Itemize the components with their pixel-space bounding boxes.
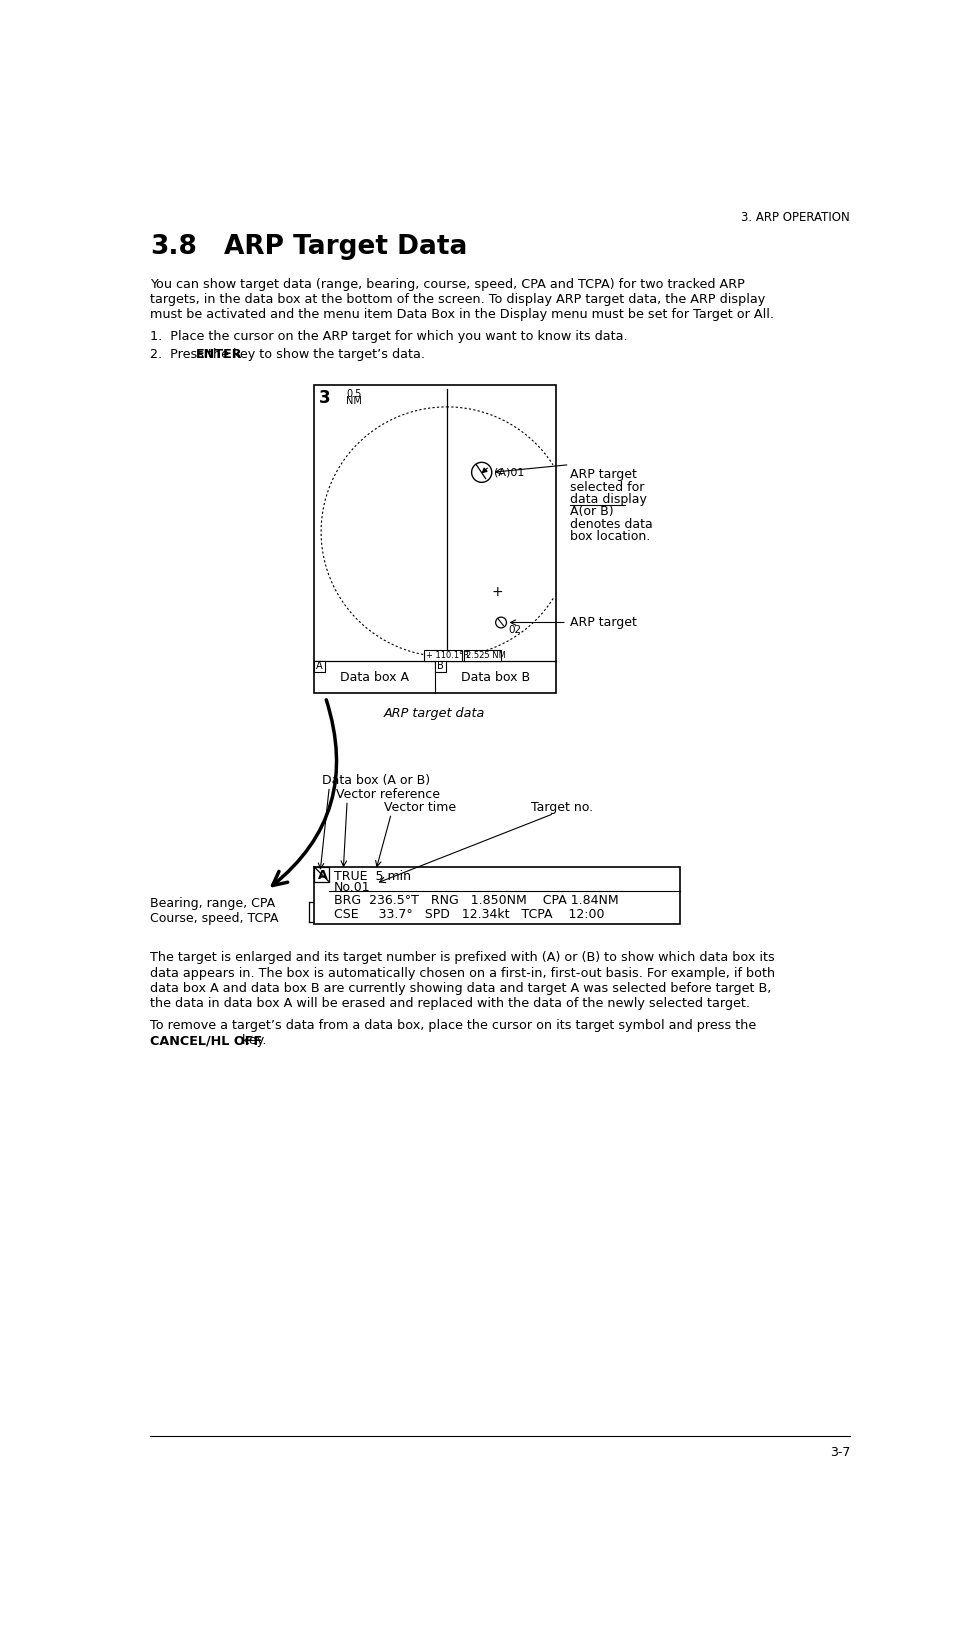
Text: To remove a target’s data from a data box, place the cursor on its target symbol: To remove a target’s data from a data bo… <box>150 1019 757 1033</box>
Text: denotes data: denotes data <box>569 518 652 531</box>
Text: 3. ARP OPERATION: 3. ARP OPERATION <box>741 210 850 223</box>
Text: A(or B): A(or B) <box>569 505 613 518</box>
Text: ARP Target Data: ARP Target Data <box>224 234 467 259</box>
Text: Target no.: Target no. <box>531 801 593 815</box>
Bar <box>314 385 556 693</box>
Text: selected for: selected for <box>569 480 644 493</box>
Text: CSE     33.7°   SPD   12.34kt   TCPA    12:00: CSE 33.7° SPD 12.34kt TCPA 12:00 <box>334 908 604 921</box>
Text: 2.525 NM: 2.525 NM <box>466 651 506 661</box>
Bar <box>314 867 679 924</box>
Text: ENTER: ENTER <box>196 349 242 361</box>
Text: Data box A: Data box A <box>340 670 409 683</box>
Text: Course, speed, TCPA: Course, speed, TCPA <box>150 911 279 924</box>
Text: data appears in. The box is automatically chosen on a first-in, first-out basis.: data appears in. The box is automaticall… <box>150 967 775 980</box>
Text: B: B <box>437 662 444 672</box>
Text: ARP target data: ARP target data <box>384 706 486 720</box>
Text: Vector time: Vector time <box>383 801 455 815</box>
Bar <box>435 661 446 672</box>
Text: targets, in the data box at the bottom of the screen. To display ARP target data: targets, in the data box at the bottom o… <box>150 293 766 306</box>
Text: data display: data display <box>569 493 646 506</box>
Text: 3-7: 3-7 <box>830 1446 850 1459</box>
Bar <box>423 651 462 661</box>
Text: The target is enlarged and its target number is prefixed with (A) or (B) to show: The target is enlarged and its target nu… <box>150 951 775 964</box>
Text: key.: key. <box>237 1034 267 1047</box>
Text: data box A and data box B are currently showing data and target A was selected b: data box A and data box B are currently … <box>150 982 772 995</box>
Text: must be activated and the menu item Data Box in the Display menu must be set for: must be activated and the menu item Data… <box>150 308 775 321</box>
Text: You can show target data (range, bearing, course, speed, CPA and TCPA) for two t: You can show target data (range, bearing… <box>150 277 745 290</box>
Bar <box>314 661 325 672</box>
Bar <box>464 651 501 661</box>
Bar <box>314 867 329 882</box>
Text: A: A <box>316 662 323 672</box>
Text: NM: NM <box>346 397 362 406</box>
Text: 02: 02 <box>508 624 522 634</box>
Text: CANCEL/HL OFF: CANCEL/HL OFF <box>150 1034 263 1047</box>
Text: + 110.1°R: + 110.1°R <box>426 651 469 661</box>
Text: BRG  236.5°T   RNG   1.850NM    CPA 1.84NM: BRG 236.5°T RNG 1.850NM CPA 1.84NM <box>334 895 619 908</box>
Text: TRUE  5 min: TRUE 5 min <box>334 870 411 883</box>
Text: key to show the target’s data.: key to show the target’s data. <box>230 349 425 361</box>
Text: ARP target: ARP target <box>511 616 636 629</box>
Text: the data in data box A will be erased and replaced with the data of the newly se: the data in data box A will be erased an… <box>150 998 750 1011</box>
Text: 0.5: 0.5 <box>346 388 362 400</box>
Text: box location.: box location. <box>569 529 650 543</box>
Text: A: A <box>317 869 327 882</box>
Text: 3: 3 <box>319 388 331 406</box>
Text: (A)01: (A)01 <box>494 467 524 477</box>
Text: ARP target: ARP target <box>569 469 636 482</box>
Text: Data box (A or B): Data box (A or B) <box>321 774 430 787</box>
Text: Data box B: Data box B <box>460 670 529 683</box>
Text: Vector reference: Vector reference <box>336 788 440 801</box>
Text: 2.  Press the: 2. Press the <box>150 349 234 361</box>
Text: No.01: No.01 <box>334 882 371 895</box>
Text: Bearing, range, CPA: Bearing, range, CPA <box>150 897 275 910</box>
Text: 3.8: 3.8 <box>150 234 198 259</box>
Text: 1.  Place the cursor on the ARP target for which you want to know its data.: 1. Place the cursor on the ARP target fo… <box>150 329 628 343</box>
Text: +: + <box>491 585 503 598</box>
